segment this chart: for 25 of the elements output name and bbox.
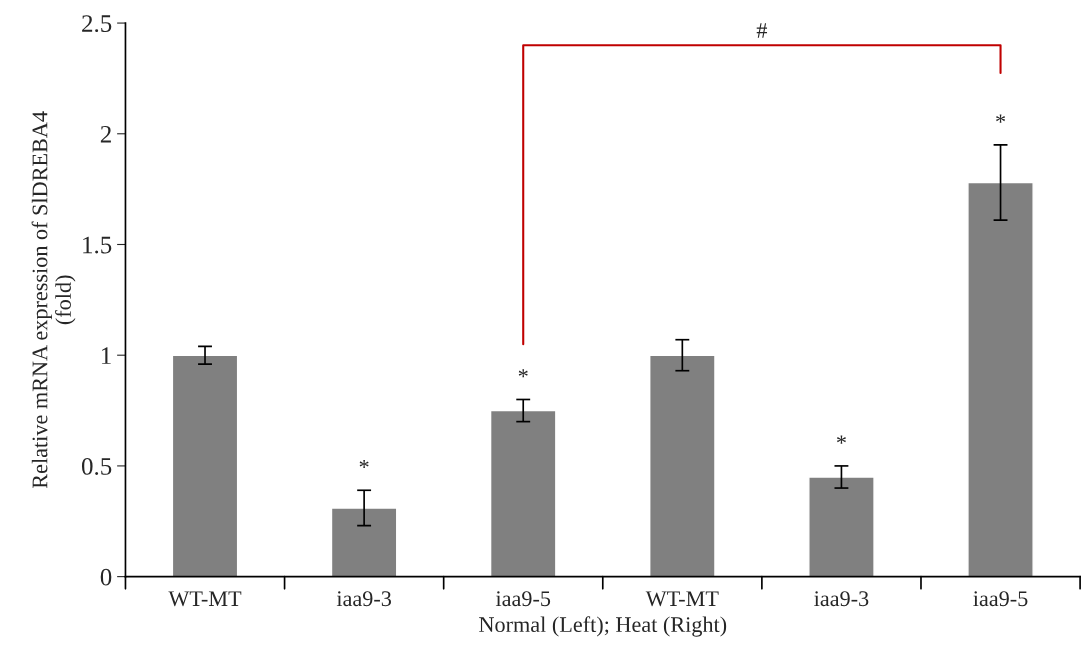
x-tick-label: WT-MT (645, 591, 719, 607)
y-tick-label: 0 (100, 568, 112, 586)
data-label: * (359, 459, 369, 469)
x-tick-label: WT-MT (168, 591, 242, 607)
bar (649, 354, 716, 577)
bar (330, 507, 398, 577)
bar (967, 181, 1034, 577)
x-tick-label: iaa9-5 (495, 591, 551, 607)
y-tick-label: 1 (101, 347, 111, 364)
y-tick-label: 1.5 (83, 236, 112, 254)
data-label: * (836, 435, 846, 444)
x-tick-label: iaa9-3 (336, 591, 392, 607)
x-tick-label: iaa9-5 (973, 591, 1028, 607)
y-tick-label: 2.5 (82, 15, 112, 33)
bar (171, 354, 239, 577)
data-label: * (996, 114, 1006, 123)
y-tick-label: 0.5 (81, 457, 112, 475)
y-axis-title: Relative mRNA expression of SlDREBA4 (fold) (31, 111, 76, 489)
annotation: # (756, 23, 768, 38)
x-tick-label: iaa9-3 (814, 591, 869, 607)
bar (489, 409, 557, 577)
data-label: * (518, 369, 528, 378)
bar (808, 476, 875, 577)
y-tick-label: 2 (100, 125, 111, 143)
x-axis-title: Normal (Left); Heat (Right) (479, 616, 727, 637)
